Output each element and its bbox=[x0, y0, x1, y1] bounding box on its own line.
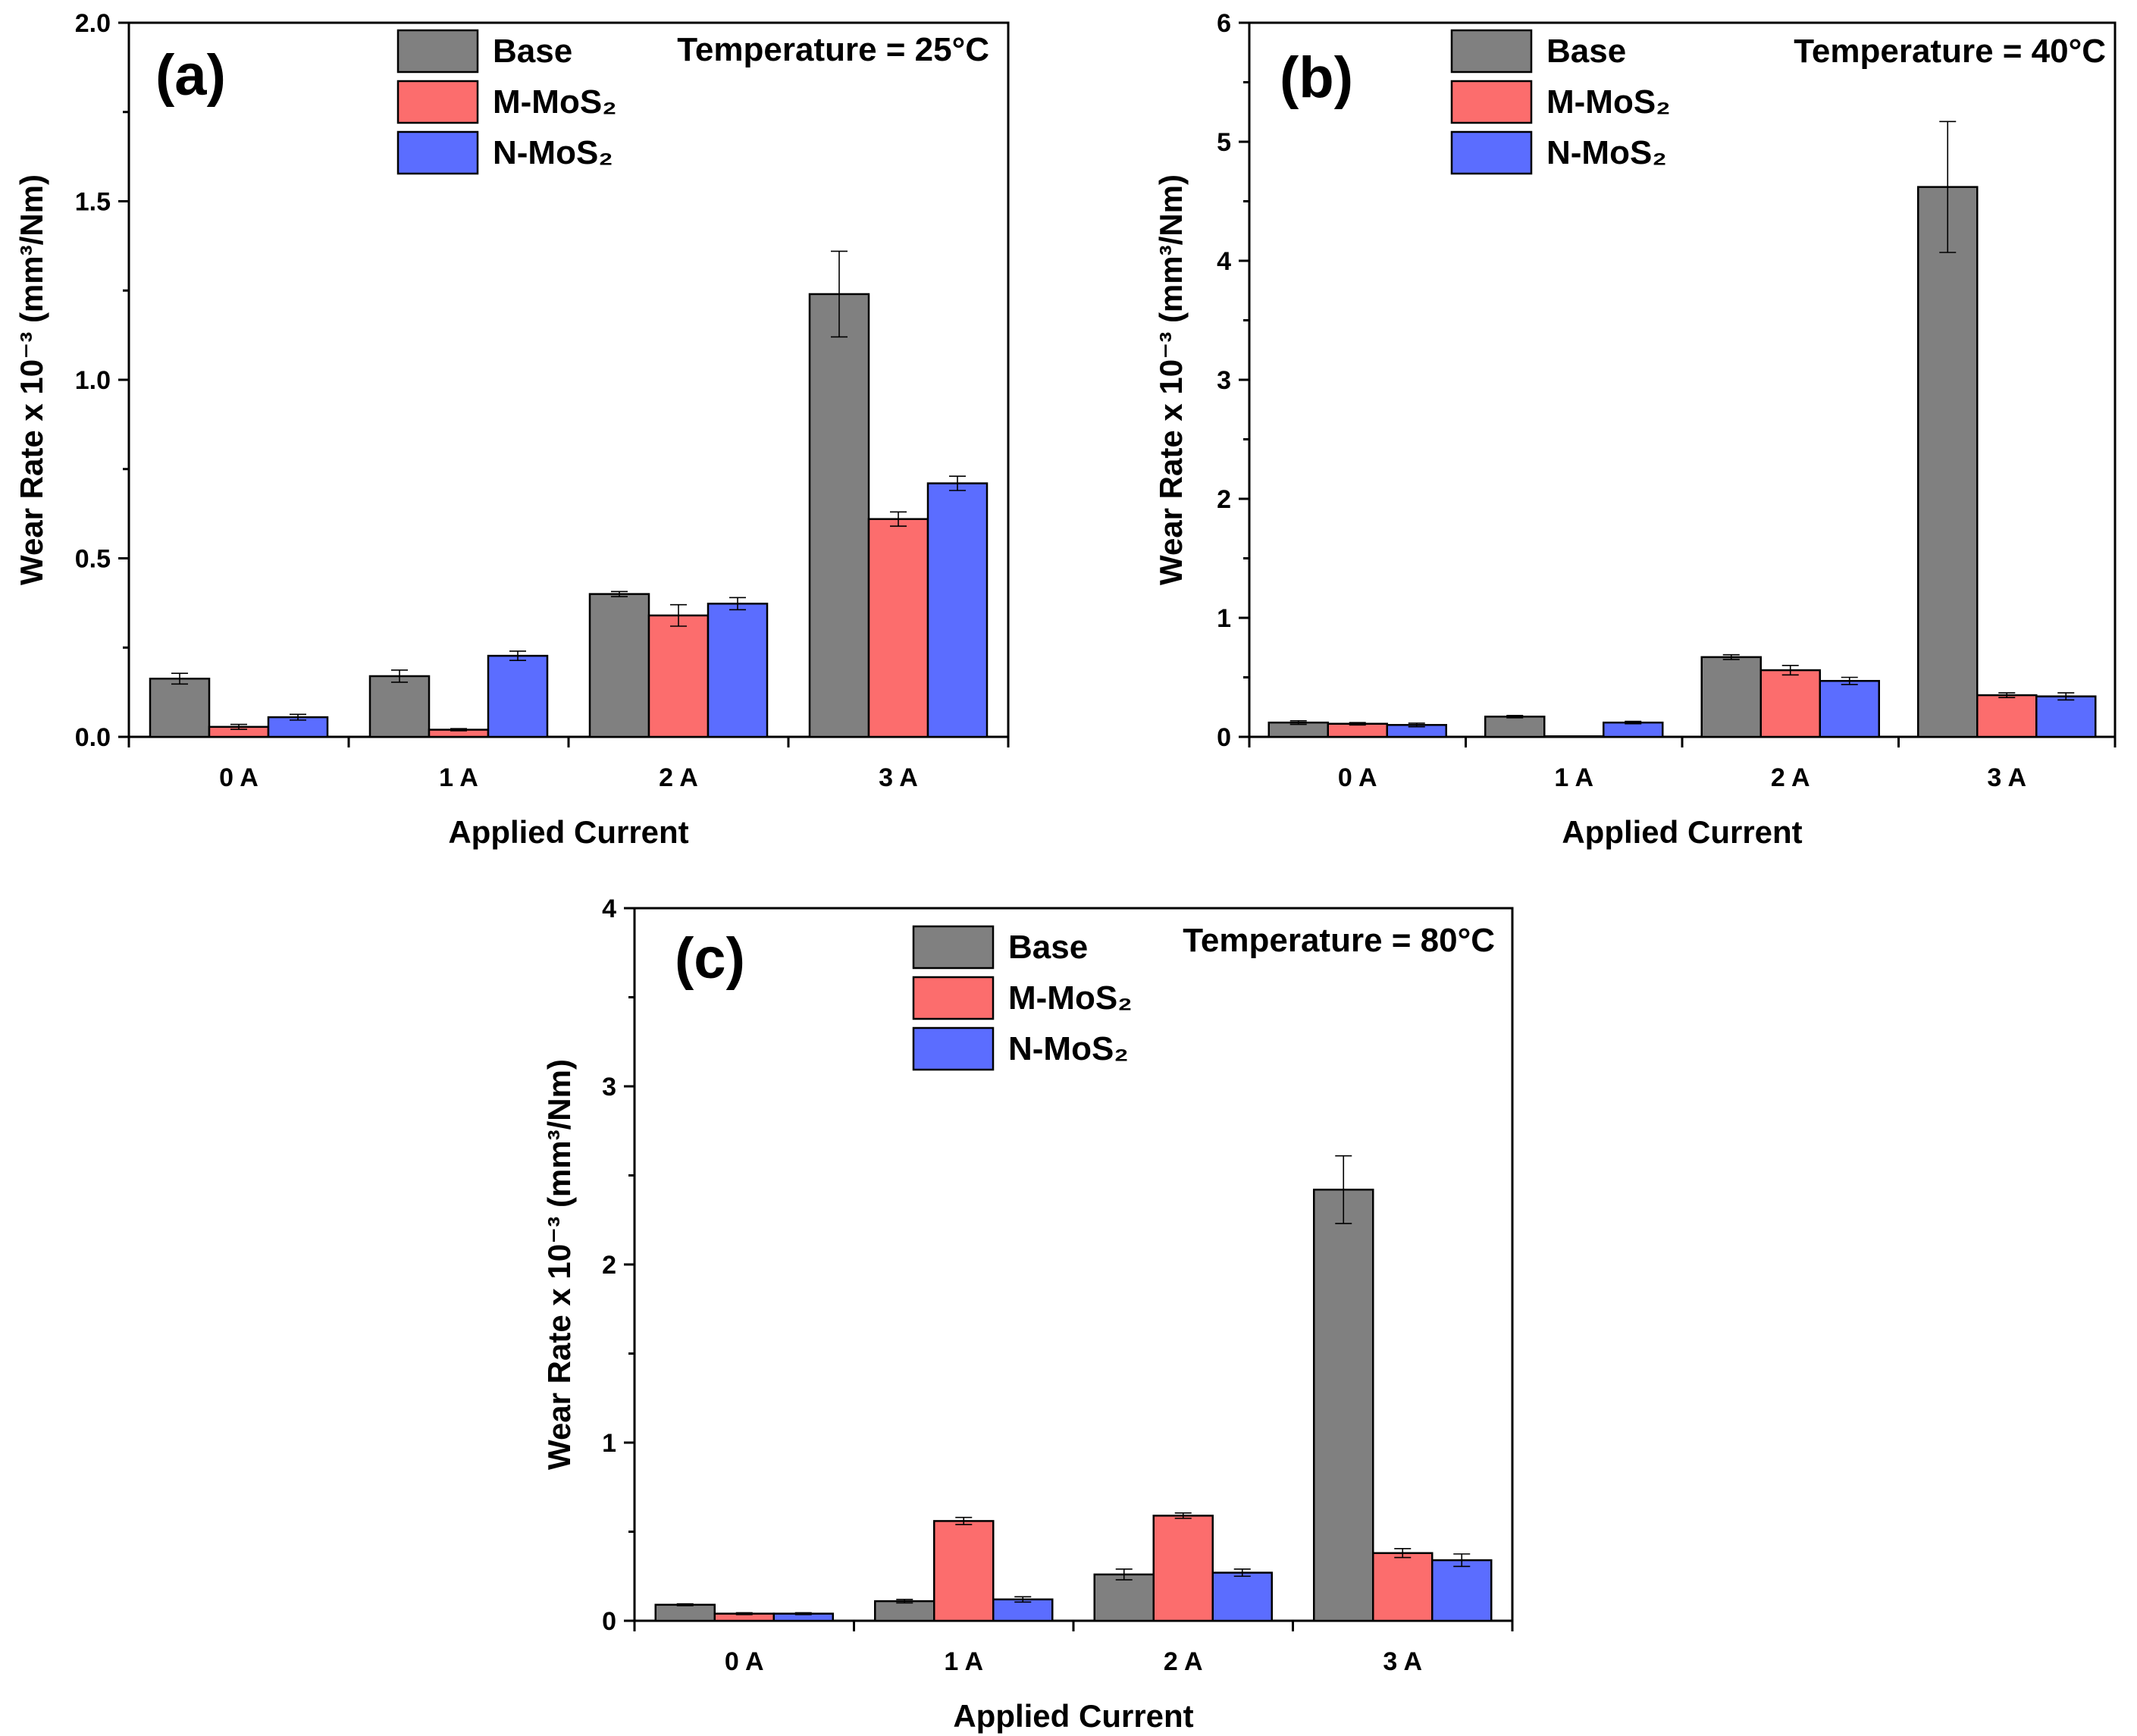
y-tick-label: 1.0 bbox=[75, 366, 111, 395]
bar bbox=[874, 1600, 935, 1622]
y-tick-label: 2 bbox=[1217, 485, 1231, 514]
legend-swatch bbox=[1450, 80, 1533, 124]
legend-label: M-MoS₂ bbox=[1546, 83, 1671, 121]
bar bbox=[992, 1598, 1054, 1622]
legend-label: M-MoS₂ bbox=[493, 83, 617, 121]
legend-label: Base bbox=[1546, 33, 1626, 70]
y-tick-label: 0.0 bbox=[75, 723, 111, 752]
bar bbox=[588, 593, 650, 738]
legend-swatch bbox=[1450, 130, 1533, 175]
y-tick-label: 3 bbox=[602, 1073, 616, 1101]
y-tick-label: 4 bbox=[602, 895, 616, 923]
y-tick-label: 0 bbox=[1217, 723, 1231, 752]
panel-label: (a) bbox=[155, 43, 226, 108]
y-tick-label: 5 bbox=[1217, 128, 1231, 157]
bar bbox=[1093, 1573, 1155, 1622]
y-tick-label: 1 bbox=[602, 1429, 616, 1458]
x-axis-title: Applied Current bbox=[1562, 814, 1802, 850]
panel-a: 0.0 0.5 1.0 1.5 2.0 0 A 1 A 2 A 3 A Applied Curre… bbox=[14, 9, 1010, 850]
x-tick-label: 2 A bbox=[1164, 1647, 1203, 1676]
bar bbox=[1372, 1552, 1434, 1622]
legend-label: M-MoS₂ bbox=[1008, 979, 1133, 1017]
x-tick-label: 3 A bbox=[1383, 1647, 1422, 1676]
bar bbox=[1327, 722, 1388, 738]
bar bbox=[487, 654, 549, 738]
temperature-annotation: Temperature = 40°C bbox=[1794, 33, 2106, 70]
y-axis-title: Wear Rate x 10⁻³ (mm³/Nm) bbox=[1153, 174, 1189, 585]
bar bbox=[933, 1520, 995, 1622]
legend-label: N-MoS₂ bbox=[1008, 1030, 1129, 1067]
x-tick-label: 2 A bbox=[1771, 763, 1810, 792]
panel-label: (c) bbox=[675, 926, 745, 991]
x-tick-label: 0 A bbox=[725, 1647, 764, 1676]
bar bbox=[1152, 1515, 1214, 1622]
x-tick-label: 3 A bbox=[879, 763, 918, 792]
y-tick-label: 6 bbox=[1217, 9, 1231, 38]
bar bbox=[647, 614, 710, 738]
legend-swatch bbox=[1450, 29, 1533, 74]
bar bbox=[1211, 1571, 1273, 1622]
bar bbox=[707, 603, 769, 738]
legend-label: Base bbox=[1008, 929, 1088, 966]
x-tick-label: 1 A bbox=[1554, 763, 1593, 792]
legend-swatch bbox=[396, 29, 479, 74]
y-tick-label: 2 bbox=[602, 1251, 616, 1280]
legend-swatch bbox=[396, 80, 479, 124]
bar bbox=[1976, 694, 2038, 738]
x-tick-label: 0 A bbox=[1338, 763, 1377, 792]
bar bbox=[1313, 1189, 1374, 1622]
x-tick-label: 0 A bbox=[219, 763, 259, 792]
plot-frame bbox=[1248, 21, 2117, 738]
y-tick-label: 1.5 bbox=[75, 188, 111, 217]
bar bbox=[1431, 1559, 1493, 1622]
x-tick-label: 3 A bbox=[1987, 763, 2026, 792]
bar bbox=[1700, 656, 1762, 738]
y-tick-label: 3 bbox=[1217, 366, 1231, 395]
x-axis-title: Applied Current bbox=[953, 1698, 1193, 1734]
temperature-annotation: Temperature = 25°C bbox=[677, 31, 989, 68]
legend-swatch bbox=[396, 130, 479, 175]
y-tick-label: 4 bbox=[1217, 247, 1231, 276]
bar bbox=[867, 518, 929, 738]
y-tick-label: 0 bbox=[602, 1607, 616, 1636]
x-tick-label: 1 A bbox=[944, 1647, 983, 1676]
legend-swatch bbox=[912, 976, 995, 1020]
panel-b: 0 1 2 3 4 5 6 0 A 1 A 2 A 3 A Applied Current Wear R… bbox=[1153, 9, 2117, 850]
legend-label: Base bbox=[493, 33, 572, 70]
temperature-annotation: Temperature = 80°C bbox=[1183, 922, 1495, 959]
bar bbox=[654, 1603, 716, 1622]
legend-swatch bbox=[912, 925, 995, 970]
y-axis-title: Wear Rate x 10⁻³ (mm³/Nm) bbox=[14, 174, 49, 585]
y-axis-title: Wear Rate x 10⁻³ (mm³/Nm) bbox=[541, 1059, 577, 1470]
bar bbox=[1603, 721, 1664, 738]
bar bbox=[2035, 695, 2097, 738]
bar bbox=[368, 675, 431, 738]
bar bbox=[1917, 186, 1979, 738]
bar bbox=[1759, 669, 1821, 738]
y-tick-label: 0.5 bbox=[75, 545, 111, 574]
bar bbox=[808, 293, 870, 738]
y-tick-label: 1 bbox=[1217, 604, 1231, 633]
panel-label: (b) bbox=[1280, 45, 1353, 110]
x-tick-label: 1 A bbox=[439, 763, 478, 792]
y-tick-label: 2.0 bbox=[75, 9, 111, 38]
legend-label: N-MoS₂ bbox=[493, 134, 613, 171]
legend-swatch bbox=[912, 1026, 995, 1071]
x-axis-title: Applied Current bbox=[448, 814, 688, 850]
bar bbox=[1819, 679, 1880, 738]
bar bbox=[926, 482, 989, 738]
legend-label: N-MoS₂ bbox=[1546, 134, 1667, 171]
x-tick-label: 2 A bbox=[659, 763, 698, 792]
bar bbox=[149, 677, 211, 738]
bar bbox=[1484, 716, 1546, 738]
panel-c: 0 1 2 3 4 0 A 1 A 2 A 3 A Applied Current Wear Rat… bbox=[541, 895, 1514, 1734]
